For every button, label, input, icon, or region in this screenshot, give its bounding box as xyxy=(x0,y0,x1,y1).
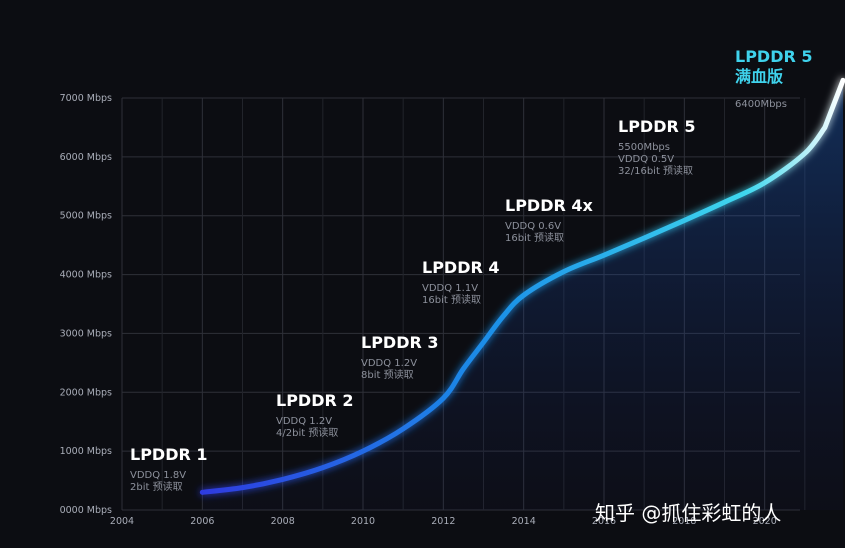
generation-name: LPDDR 1 xyxy=(130,445,208,464)
x-tick-label: 2016 xyxy=(592,516,616,527)
generation-name: LPDDR 3 xyxy=(361,333,439,352)
generation-name: LPDDR 4 xyxy=(422,258,500,277)
series-line-path xyxy=(199,77,845,495)
x-tick-label: 2008 xyxy=(271,516,295,527)
x-tick-label: 2018 xyxy=(672,516,696,527)
x-tick-label: 2012 xyxy=(431,516,455,527)
generation-spec: 5500Mbps xyxy=(618,142,670,153)
y-tick-label: 1000 Mbps xyxy=(60,446,112,457)
generation-subtitle: 满血版 xyxy=(735,67,783,86)
generation-annotation: LPDDR 2 VDDQ 1.2V4/2bit 预读取 xyxy=(276,391,354,439)
x-tick-label: 2004 xyxy=(110,516,134,527)
generation-spec: VDDQ 1.1V xyxy=(422,283,478,294)
generation-spec: 16bit 预读取 xyxy=(505,231,564,244)
y-tick-label: 4000 Mbps xyxy=(60,270,112,281)
watermark-text: 知乎 @抓住彩虹的人 xyxy=(595,501,781,525)
generation-name: LPDDR 4x xyxy=(505,196,594,215)
generation-spec: 4/2bit 预读取 xyxy=(276,426,338,439)
y-tick-label: 2000 Mbps xyxy=(60,387,112,398)
x-tick-label: 2014 xyxy=(512,516,536,527)
generation-spec: VDDQ 0.5V xyxy=(618,154,674,165)
generation-name: LPDDR 5 xyxy=(618,117,696,136)
x-tick-label: 2020 xyxy=(753,516,777,527)
series-line xyxy=(199,77,845,495)
y-tick-label: 5000 Mbps xyxy=(60,211,112,222)
y-tick-label: 0000 Mbps xyxy=(60,505,112,516)
generation-spec: 6400Mbps xyxy=(735,99,787,110)
generation-spec: 2bit 预读取 xyxy=(130,480,183,493)
y-tick-label: 6000 Mbps xyxy=(60,152,112,163)
generation-spec: VDDQ 1.8V xyxy=(130,470,186,481)
generation-spec: 8bit 预读取 xyxy=(361,368,414,381)
generation-spec: 32/16bit 预读取 xyxy=(618,164,693,177)
generation-spec: VDDQ 0.6V xyxy=(505,221,561,232)
x-tick-label: 2010 xyxy=(351,516,375,527)
generation-name: LPDDR 2 xyxy=(276,391,354,410)
area-fill xyxy=(202,80,844,510)
area-fill-shape xyxy=(202,80,844,510)
generation-spec: VDDQ 1.2V xyxy=(361,358,417,369)
y-tick-label: 7000 Mbps xyxy=(60,93,112,104)
x-tick-label: 2006 xyxy=(190,516,214,527)
generation-spec: 16bit 预读取 xyxy=(422,293,481,306)
y-tick-label: 3000 Mbps xyxy=(60,328,112,339)
generation-spec: VDDQ 1.2V xyxy=(276,416,332,427)
axis-ticks: 0000 Mbps 1000 Mbps 2000 Mbps 3000 Mbps 4000… xyxy=(60,93,777,527)
generation-name: LPDDR 5 xyxy=(735,47,813,66)
